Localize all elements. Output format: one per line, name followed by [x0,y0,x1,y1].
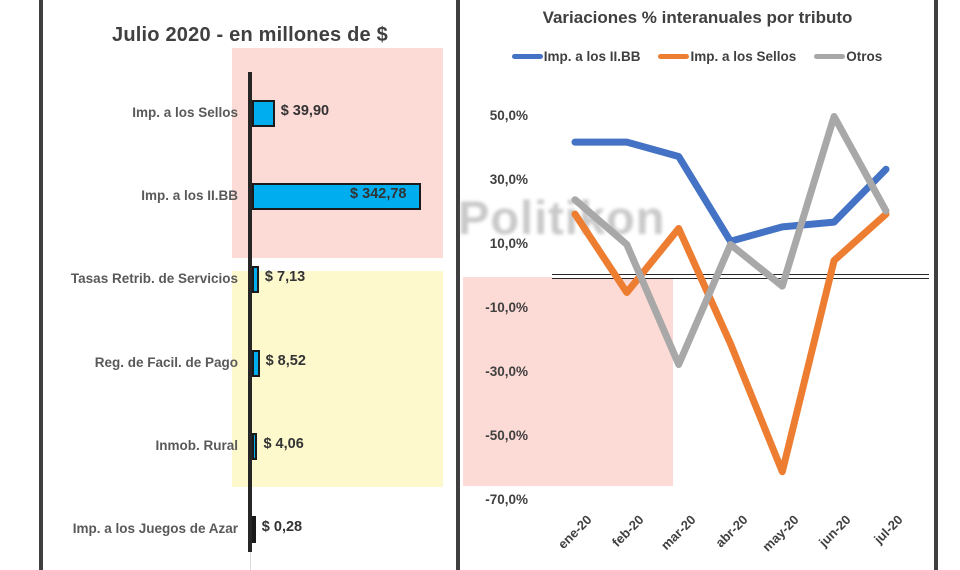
legend-item-otros[interactable]: Otros [814,49,882,64]
y-tick-label: -10,0% [485,299,528,315]
frame-line-divider [456,0,460,570]
data-label: $ 39,90 [280,103,330,119]
category-label: Imp. a los Sellos [132,105,238,121]
y-tick-label: -30,0% [485,363,528,379]
y-tick-label: 50,0% [489,107,528,123]
legend-item-iibb[interactable]: Imp. a los II.BB [511,49,641,64]
bar-imp-a-los-sellos[interactable] [251,99,275,127]
bar-imp-a-los-iibb[interactable] [251,182,421,210]
line-chart-title: Variaciones % interanuales por tributo [542,8,853,27]
frame-line-left [39,0,43,570]
x-tick-label: may-20 [759,512,802,555]
highlight-band-pink [232,48,443,258]
y-tick-label: -70,0% [485,491,528,507]
category-label: Reg. de Facil. de Pago [94,355,238,371]
legend-marker-sellos [658,53,690,60]
x-tick-label: abr-20 [711,512,751,551]
data-label: $ 4,06 [263,436,304,452]
bar-inmob-rural[interactable] [251,432,258,460]
chart-legend: Imp. a los II.BB Imp. a los Sellos Otros [462,49,932,64]
category-label: Imp. a los Juegos de Azar [72,521,238,537]
legend-marker-iibb [511,53,543,60]
y-tick-label: 30,0% [489,171,528,187]
bar-imp-juegos-de-azar[interactable] [251,515,256,543]
bar-tasas-retrib[interactable] [251,265,259,293]
category-label: Imp. a los II.BB [141,188,238,204]
x-tick-label: jul-20 [870,512,906,547]
x-tick-label: ene-20 [554,512,595,552]
highlight-band-yellow [232,271,443,487]
legend-marker-otros [814,53,846,60]
data-label: $ 7,13 [264,269,306,285]
category-label: Tasas Retrib. de Servicios [70,271,238,287]
legend-label: Imp. a los Sellos [690,49,797,64]
frame-line-right [934,0,938,570]
legend-item-sellos[interactable]: Imp. a los Sellos [658,49,796,64]
x-tick-label: mar-20 [657,512,699,553]
zero-axis-line [552,273,929,279]
x-tick-label: jun-20 [816,512,854,550]
category-label: Inmob. Rural [155,438,238,454]
legend-label: Imp. a los II.BB [543,49,641,64]
y-tick-label: 10,0% [489,235,528,251]
bar-reg-de-facil-de-pago[interactable] [251,349,260,377]
bar-chart-value-axis [248,72,252,552]
bar-chart-title: Julio 2020 - en millones de $ [112,24,388,46]
legend-label: Otros [846,49,883,64]
x-tick-label: feb-20 [608,512,647,550]
data-label: $ 0,28 [261,519,303,535]
bar-chart-axis-tail [249,552,251,570]
y-tick-label: -50,0% [485,427,528,443]
data-label: $ 8,52 [265,353,306,369]
data-label: $ 342,78 [350,186,407,202]
